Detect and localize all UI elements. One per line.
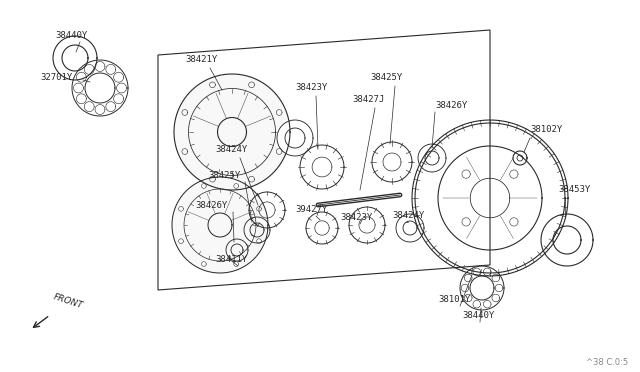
Polygon shape — [106, 102, 116, 112]
Polygon shape — [76, 94, 86, 104]
Text: 38411Y: 38411Y — [215, 255, 247, 264]
Text: 38427J: 38427J — [352, 95, 384, 104]
Text: ^38 C.0:5: ^38 C.0:5 — [586, 358, 628, 367]
Polygon shape — [495, 284, 503, 292]
Polygon shape — [74, 83, 83, 93]
Text: 38426Y: 38426Y — [435, 101, 467, 110]
Text: 38102Y: 38102Y — [530, 125, 563, 134]
Text: 38425Y: 38425Y — [208, 171, 240, 180]
Polygon shape — [483, 300, 491, 308]
Polygon shape — [53, 36, 97, 80]
Text: 38101Y: 38101Y — [438, 295, 470, 304]
Polygon shape — [95, 61, 105, 71]
Text: 38425Y: 38425Y — [370, 73, 403, 82]
Polygon shape — [461, 284, 468, 292]
Text: 38424Y: 38424Y — [392, 211, 424, 220]
Text: 38421Y: 38421Y — [185, 55, 217, 64]
Polygon shape — [513, 151, 527, 165]
Text: 38424Y: 38424Y — [215, 145, 247, 154]
Polygon shape — [95, 105, 105, 115]
Polygon shape — [349, 207, 385, 243]
Polygon shape — [72, 60, 128, 116]
Polygon shape — [465, 294, 472, 302]
Polygon shape — [244, 217, 270, 243]
Polygon shape — [372, 142, 412, 182]
Polygon shape — [249, 192, 285, 228]
Polygon shape — [114, 72, 124, 82]
Text: 38423Y: 38423Y — [340, 213, 372, 222]
Polygon shape — [76, 72, 86, 82]
Polygon shape — [84, 64, 94, 74]
Polygon shape — [277, 120, 313, 156]
Polygon shape — [473, 300, 481, 308]
Polygon shape — [84, 102, 94, 112]
Polygon shape — [116, 83, 127, 93]
Polygon shape — [541, 214, 593, 266]
Polygon shape — [172, 177, 268, 273]
Polygon shape — [418, 144, 446, 172]
Polygon shape — [465, 274, 472, 282]
Polygon shape — [473, 268, 481, 276]
Polygon shape — [174, 74, 290, 190]
Polygon shape — [483, 268, 491, 276]
Text: 38426Y: 38426Y — [195, 201, 227, 210]
Text: 38440Y: 38440Y — [55, 31, 87, 40]
Polygon shape — [396, 214, 424, 242]
Polygon shape — [300, 145, 344, 189]
Text: 32701Y: 32701Y — [40, 73, 72, 82]
Text: 39427Y: 39427Y — [295, 205, 327, 214]
Polygon shape — [226, 239, 248, 261]
Text: 38440Y: 38440Y — [462, 311, 494, 320]
Polygon shape — [492, 294, 500, 302]
Polygon shape — [114, 94, 124, 104]
Polygon shape — [460, 266, 504, 310]
Text: FRONT: FRONT — [52, 292, 84, 310]
Polygon shape — [412, 120, 568, 276]
Polygon shape — [306, 212, 338, 244]
Text: 38453Y: 38453Y — [558, 185, 590, 194]
Polygon shape — [492, 274, 500, 282]
Text: 38423Y: 38423Y — [295, 83, 327, 92]
Polygon shape — [106, 64, 116, 74]
